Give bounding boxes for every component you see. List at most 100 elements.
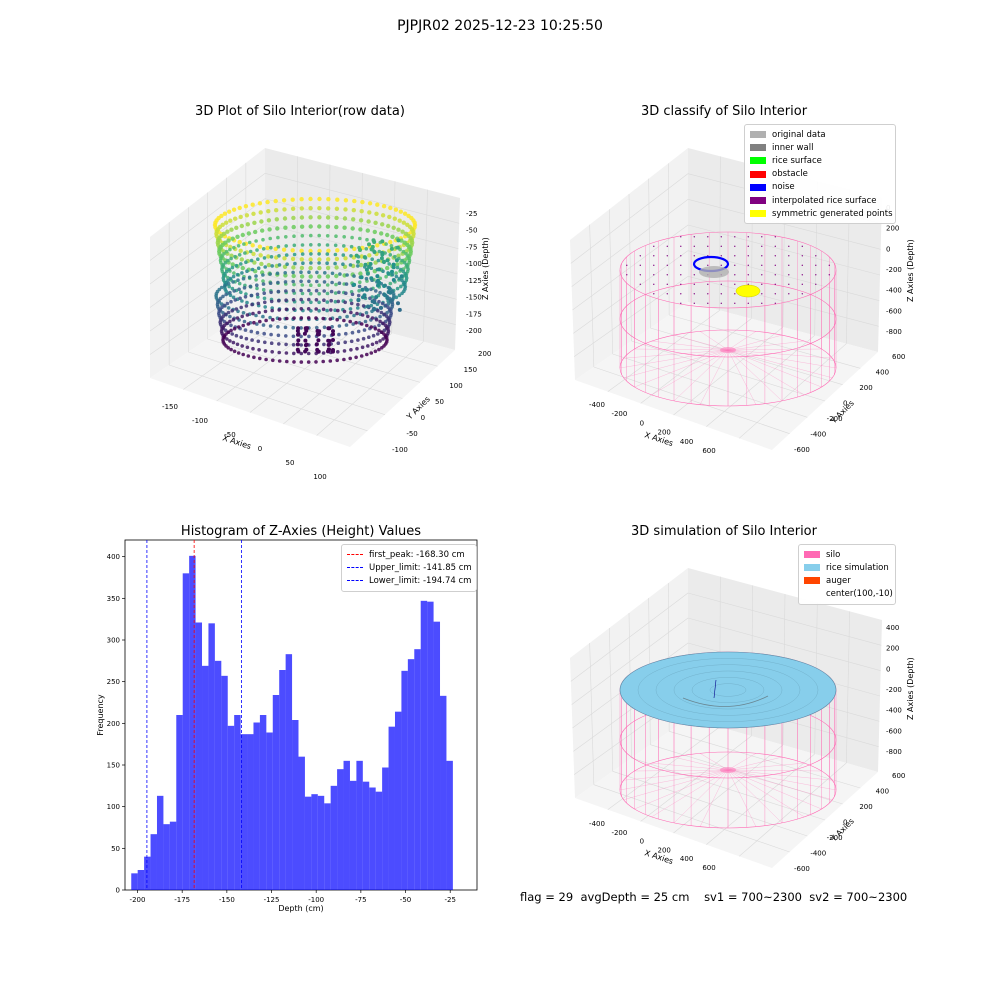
point-cloud-dot: [342, 318, 346, 323]
interpolated-surface-point: [747, 255, 749, 257]
histogram-bar: [182, 573, 190, 890]
point-cloud-dot: [395, 245, 400, 250]
point-cloud-dot: [225, 321, 229, 326]
point-cloud-dot: [372, 229, 377, 235]
point-cloud-dot: [308, 206, 313, 211]
panel4-silo-simulation: [619, 651, 837, 829]
point-cloud-dot: [232, 326, 237, 331]
point-cloud-dot: [390, 234, 395, 239]
point-cloud-dot: [243, 251, 247, 255]
axis-tick-label: 200: [658, 846, 671, 854]
histogram-ytick-label: 200: [107, 720, 120, 728]
point-cloud-dot: [366, 344, 370, 348]
point-cloud-dot: [292, 252, 297, 257]
axis-tick-label: 600: [892, 772, 905, 780]
point-cloud-dot: [271, 358, 275, 363]
panel2-legend-label: rice surface: [772, 155, 822, 166]
point-cloud-dot: [343, 207, 348, 212]
point-cloud-dot: [325, 265, 331, 271]
point-cloud-dot: [367, 253, 372, 258]
point-cloud-dot: [268, 272, 272, 276]
silo-floor-spoke: [699, 331, 729, 351]
point-cloud-dot: [329, 289, 334, 294]
axis-tick-label: -400: [810, 850, 826, 858]
point-cloud-dot: [308, 265, 313, 271]
point-cloud-dot: [331, 338, 335, 342]
point-cloud-dot: [398, 209, 403, 214]
axis-tick-label: -100: [192, 417, 208, 425]
point-cloud-dot: [282, 207, 287, 212]
point-cloud-dot: [367, 335, 371, 340]
point-cloud-dot: [317, 252, 321, 256]
axis-tick-label: -600: [886, 727, 902, 735]
point-cloud-dot: [300, 243, 305, 247]
point-cloud-dot: [358, 280, 362, 285]
point-cloud-dot: [299, 224, 305, 229]
point-cloud-dot: [226, 258, 230, 263]
point-cloud-dot: [387, 286, 392, 291]
point-cloud-dot: [237, 287, 241, 292]
point-cloud-dot: [321, 359, 326, 364]
interpolated-surface-point: [720, 283, 722, 285]
point-cloud-dot: [349, 348, 353, 352]
point-cloud-dot: [369, 351, 374, 355]
point-cloud-dot: [229, 227, 234, 232]
silo-floor-spoke: [623, 349, 729, 359]
point-cloud-dot: [350, 330, 355, 335]
point-cloud-dot: [387, 262, 392, 266]
point-cloud-dot: [299, 343, 304, 347]
panel4-legend-label: rice simulation: [826, 562, 889, 573]
interpolated-surface-point: [788, 283, 790, 285]
panel2-legend-label: noise: [772, 182, 795, 193]
interpolated-surface-point: [653, 255, 655, 257]
interpolated-surface-point: [734, 274, 736, 276]
interpolated-surface-point: [653, 293, 655, 295]
histogram-bar: [407, 659, 415, 890]
histogram-bar: [137, 870, 145, 890]
point-cloud-dot: [268, 236, 273, 241]
point-cloud-dot: [359, 322, 364, 326]
point-cloud-dot: [383, 293, 388, 298]
silo-floor-spoke: [673, 756, 729, 771]
point-cloud-dot: [264, 357, 268, 362]
point-cloud-dot: [391, 278, 396, 282]
point-cloud-dot: [317, 206, 322, 211]
point-cloud-dot: [360, 313, 365, 317]
point-cloud-dot: [231, 274, 236, 279]
point-cloud-dot: [240, 271, 244, 275]
point-cloud-dot: [348, 307, 353, 311]
axis-tick-label: 200: [859, 803, 872, 811]
point-cloud-dot: [361, 295, 365, 300]
axis-tick-label: 400: [680, 855, 693, 863]
panel1-ticks: -150-100-50050100-100-50050100150200-25-…: [162, 210, 491, 481]
interpolated-surface-point: [680, 236, 682, 238]
point-cloud-dot: [230, 236, 235, 241]
interpolated-surface-point: [788, 293, 790, 295]
point-cloud-dot: [388, 281, 393, 286]
point-cloud-dot: [352, 313, 356, 318]
silo-floor-spoke: [727, 340, 805, 351]
axis-tick-label: 200: [658, 429, 671, 437]
point-cloud-dot: [382, 328, 387, 333]
axis-tick-label: -800: [886, 748, 902, 756]
histogram-bar: [189, 555, 196, 890]
silo-floor-spoke: [651, 340, 729, 351]
point-cloud-dot: [380, 301, 385, 306]
point-cloud-dot: [233, 254, 237, 259]
histogram-legend-item: Upper_limit: -141.85 cm: [347, 561, 472, 574]
point-cloud-dot: [291, 334, 296, 339]
point-cloud-dot: [232, 289, 236, 293]
point-cloud-dot: [296, 332, 301, 336]
point-cloud-dot: [365, 237, 369, 242]
interpolated-surface-point: [720, 245, 722, 247]
point-cloud-dot: [348, 263, 353, 267]
point-cloud-dot: [326, 248, 331, 253]
point-cloud-dot: [226, 310, 231, 315]
silo-ring: [619, 231, 837, 309]
point-cloud-dot: [403, 283, 407, 287]
axis-tick-label: -200: [827, 834, 843, 842]
point-cloud-dot: [296, 349, 301, 354]
point-cloud-dot: [259, 219, 264, 224]
point-cloud-dot: [391, 262, 396, 267]
point-cloud-dot: [342, 357, 346, 362]
